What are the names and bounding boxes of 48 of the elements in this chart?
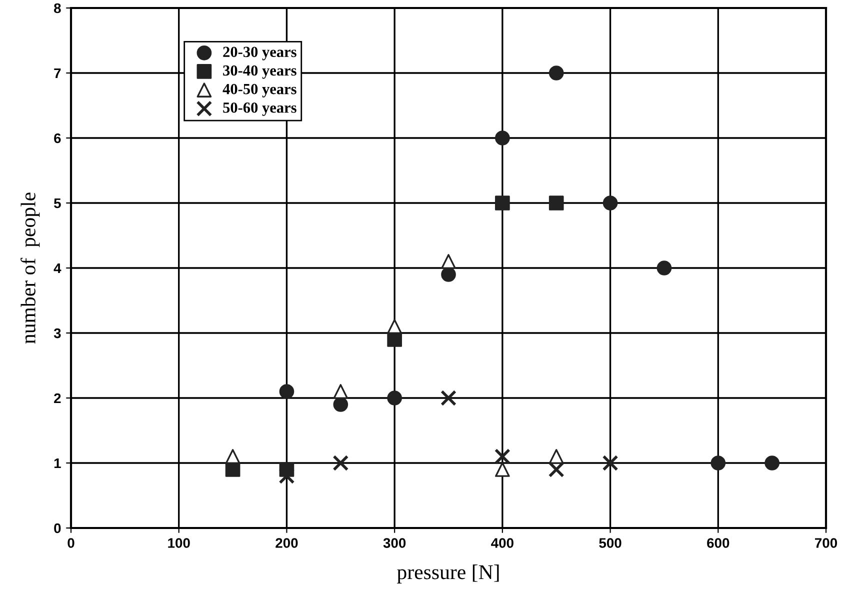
point [495,130,510,146]
x-axis-title: pressure [N] [397,564,499,584]
x-tick-label: 100 [168,538,190,548]
point [332,455,349,471]
point [548,462,564,478]
x-tick-label: 300 [383,538,406,548]
y-tick-label: 6 [54,133,61,144]
point [548,196,564,210]
point [495,462,510,477]
y-tick-label: 8 [54,3,61,14]
y-axis-title: number of people [20,192,40,344]
point [548,449,564,464]
point [710,456,726,470]
x-tick-label: 200 [276,538,298,548]
x-tick-label: 600 [707,538,730,548]
legend-label: 50-60 years [223,102,296,116]
y-tick-label: 4 [54,263,62,274]
y-tick-label: 3 [54,328,61,338]
point [387,319,402,334]
point [602,196,618,210]
point [387,332,402,347]
point [548,66,564,80]
x-tick-label: 400 [491,538,514,548]
point [764,456,780,470]
point [441,267,456,282]
y-tick-label: 7 [54,68,61,78]
legend-label: 20-30 years [223,46,296,60]
point [441,254,456,269]
x-tick-label: 700 [815,538,838,548]
x-tick-label: 500 [599,538,622,548]
point [387,390,402,406]
point [279,384,294,399]
y-tick-label: 1 [54,458,61,468]
x-tick-label: 0 [68,538,74,548]
point [495,196,510,210]
point [656,260,672,276]
point [278,468,295,484]
point [494,448,510,464]
point [225,449,240,464]
y-tick-label: 5 [54,198,61,208]
legend-label: 30-40 years [223,65,296,79]
point [333,397,348,412]
point [333,384,348,399]
legend-label: 40-50 years [222,84,296,98]
point [602,455,618,471]
y-tick-label: 2 [54,393,61,404]
point [440,390,456,406]
y-tick-label: 0 [54,523,61,534]
